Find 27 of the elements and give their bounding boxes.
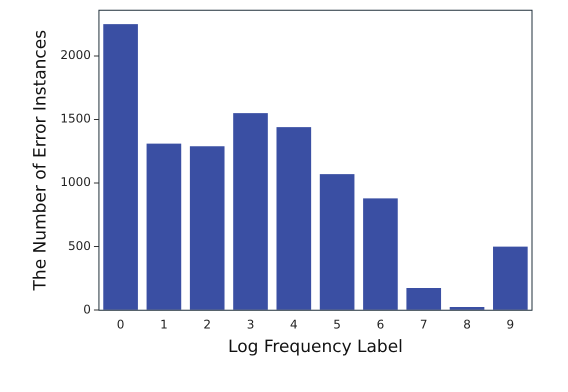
bar [233,113,268,310]
x-axis-title: Log Frequency Label [228,337,403,358]
bar [103,24,138,310]
x-tick-label: 4 [290,318,298,332]
x-tick-label: 8 [463,318,471,332]
y-axis-title: The Number of Error Instances [30,30,51,292]
x-tick-label: 5 [333,318,341,332]
y-tick-label: 1500 [60,112,91,126]
y-tick-label: 0 [83,302,91,316]
bar [190,146,225,310]
y-tick-label: 500 [68,238,91,253]
x-tick-label: 0 [116,318,124,332]
bar [493,246,528,310]
bar [276,127,312,310]
bar [450,307,484,310]
bar [406,288,442,310]
bar [320,174,354,310]
x-tick-label: 9 [506,318,514,332]
y-tick-label: 1000 [60,175,91,190]
x-tick-label: 1 [160,318,168,332]
x-tick-label: 2 [203,318,212,332]
bar [146,144,182,310]
bar [363,198,398,310]
x-tick-label: 3 [246,318,254,332]
x-tick-label: 6 [376,318,384,332]
y-tick-label: 2000 [60,48,91,62]
x-tick-label: 7 [420,318,428,332]
